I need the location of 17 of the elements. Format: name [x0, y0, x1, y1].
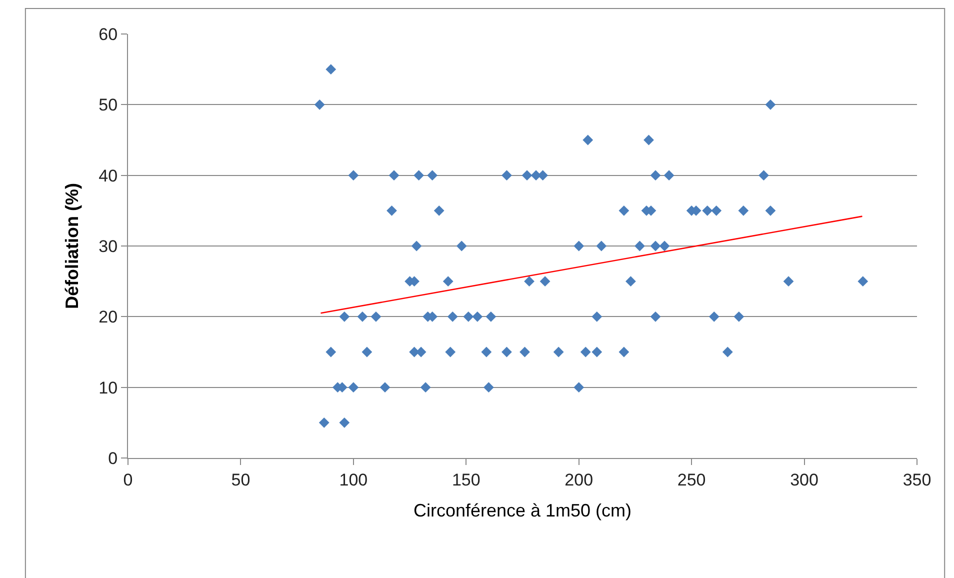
y-tick-label: 20	[98, 308, 118, 327]
x-tick-label: 50	[231, 470, 250, 490]
y-tick-label: 60	[98, 24, 118, 44]
x-tick-label: 300	[790, 470, 818, 490]
x-tick-label: 350	[902, 470, 932, 490]
x-tick-label: 250	[677, 470, 706, 490]
x-tick-label: 0	[123, 470, 133, 490]
y-tick-label: 50	[98, 96, 118, 115]
y-tick-label: 40	[98, 166, 118, 186]
x-tick-label: 150	[452, 470, 480, 490]
y-tick-label: 10	[98, 378, 118, 398]
x-tick-label: 200	[564, 470, 594, 490]
x-axis-title: Circonférence à 1m50 (cm)	[413, 500, 632, 520]
y-tick-label: 0	[108, 448, 118, 468]
y-axis-title: Défoliation (%)	[62, 183, 82, 309]
y-tick-label: 30	[98, 236, 118, 256]
x-tick-label: 100	[339, 470, 368, 490]
